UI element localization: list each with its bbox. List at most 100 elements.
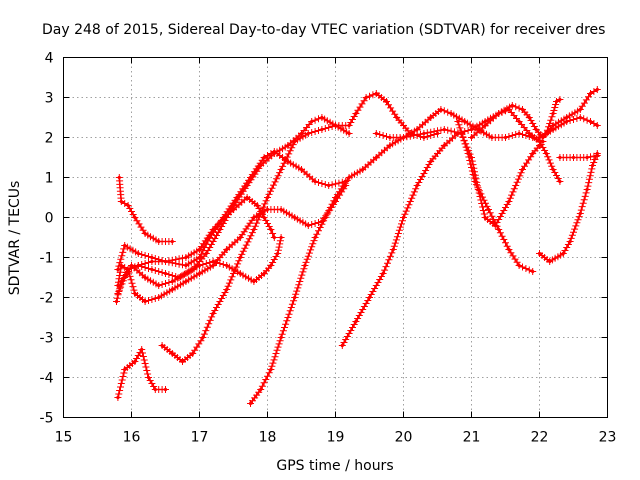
data-point [116,283,120,288]
data-point [507,107,511,112]
y-tick-label: -3 [40,331,54,347]
data-point [558,155,562,160]
data-point [347,123,351,128]
data-point [391,247,395,252]
data-point [150,255,154,260]
data-point [259,163,263,168]
data-point [293,215,297,220]
data-point [558,179,562,184]
data-point [554,99,559,104]
data-point [225,247,229,252]
data-point [238,271,242,276]
x-axis-label: GPS time / hours [276,458,393,474]
data-point [578,107,582,112]
y-tick-label: -2 [40,291,54,307]
data-point [466,151,470,156]
data-point [310,119,314,124]
data-point [456,119,460,124]
data-point [520,107,525,112]
x-tick-label: 21 [463,430,481,446]
data-point [361,167,365,172]
data-point [252,227,256,232]
series-sat-n [536,150,601,265]
data-point [517,131,521,136]
data-point [299,167,304,172]
data-point [184,279,188,284]
data-point [442,127,446,132]
data-point [551,111,555,116]
data-point [517,263,521,268]
data-point [303,263,307,268]
data-point [486,207,491,212]
y-tick-label: 3 [45,91,54,107]
series-sat-l [454,118,537,275]
x-tick-label: 16 [123,430,141,446]
data-point [211,263,215,268]
data-point [595,153,599,158]
data-point [184,263,188,268]
x-tick-label: 20 [395,430,413,446]
data-point [119,263,123,268]
data-point [269,367,273,372]
data-point [374,155,378,160]
y-tick-label: 4 [45,51,54,67]
series-sat-d [114,234,285,297]
data-point [320,115,324,120]
data-point [126,203,130,208]
series-trace [376,128,541,227]
y-tick-label: 1 [45,171,54,187]
data-series [113,86,601,407]
data-point [157,239,161,244]
data-point [483,123,487,128]
data-point [503,135,508,140]
data-point [588,119,593,124]
data-point [269,227,273,232]
data-point [262,215,266,220]
series-sat-a [115,174,176,245]
data-point [252,279,256,284]
data-point [551,127,555,132]
data-point [571,155,576,160]
data-point [544,151,548,156]
x-tick-label: 19 [327,430,345,446]
data-point [401,135,406,140]
data-point [170,279,174,284]
data-point [143,275,147,280]
data-point [293,139,297,144]
data-point [333,123,338,128]
data-point [191,267,195,272]
data-point [293,295,297,300]
y-tick-label: 0 [45,211,54,227]
series-markers [536,150,601,265]
data-point [201,335,205,340]
data-point [197,247,202,252]
data-point [279,167,283,172]
data-point [490,135,494,140]
data-point [578,115,582,120]
data-point [133,215,137,220]
data-point [354,319,358,324]
series-sat-j [338,86,601,349]
data-point [537,139,542,144]
data-point [429,159,433,164]
data-point [177,275,181,280]
data-point [449,111,453,116]
data-point [272,235,276,240]
data-point [595,123,599,128]
data-point [548,259,552,264]
series-markers [556,152,601,161]
data-point [422,131,426,136]
data-point [354,111,358,116]
data-point [279,235,283,240]
data-point [429,115,433,120]
data-point [551,123,555,128]
data-point [439,107,443,112]
data-point [279,335,283,340]
data-point [262,271,266,276]
data-point [473,179,477,184]
data-point [388,143,392,148]
data-point [364,95,368,100]
series-sat-p [536,114,601,141]
data-point [469,135,474,140]
